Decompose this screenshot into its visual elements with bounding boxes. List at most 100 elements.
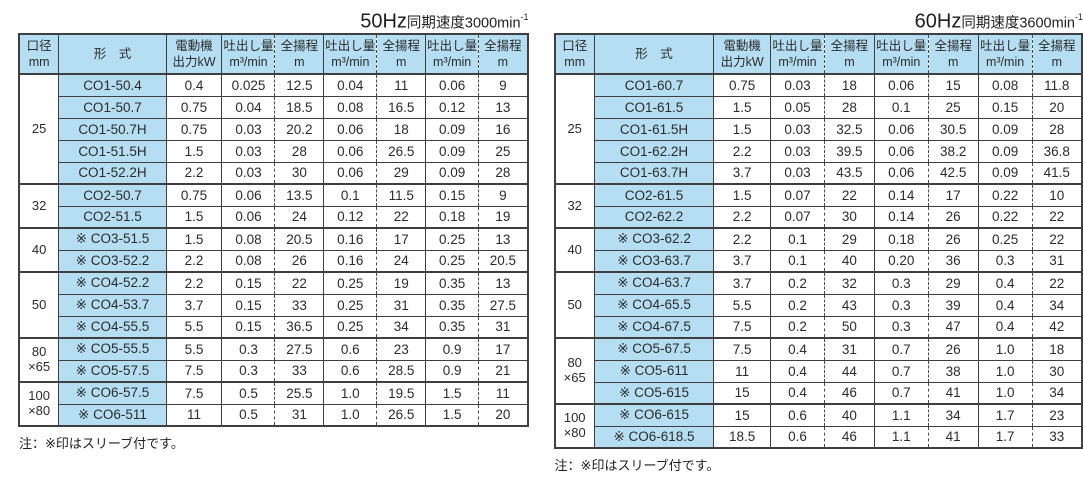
motor-output-cell: 1.5 xyxy=(165,139,223,163)
table-row: 50 ※ CO4-63.7 3.7 0.2 32 0.3 29 0.4 22 xyxy=(554,271,1083,339)
table-note-50hz: 注：※印はスリーブ付です。 xyxy=(19,436,184,451)
motor-output-cell: 1.5 xyxy=(165,205,223,229)
discharge-cell: 0.3 xyxy=(873,315,929,339)
table-row: CO1-61.5H 1.5 0.03 32.5 0.06 30.5 0.09 28 xyxy=(555,117,1083,141)
table-row: ※ CO5-57.5 7.5 0.3 33 0.6 28.5 0.9 21 xyxy=(19,359,529,383)
table-row: 100 ×80 ※ CO6-615 15 0.6 40 1.1 34 1.7 23 xyxy=(554,403,1083,449)
head-cell: 34 xyxy=(376,315,427,339)
head-cell: 43.5 xyxy=(823,161,875,185)
discharge-cell: 0.1 xyxy=(873,95,929,119)
discharge-cell: 0.15 xyxy=(977,95,1033,119)
head-cell: 22 xyxy=(376,205,427,229)
col-header-head: 全揚程 m xyxy=(1031,33,1083,75)
head-cell: 15 xyxy=(927,73,979,97)
model-cell: ※ CO3-63.7 xyxy=(593,249,715,273)
table-row: 50 ※ CO4-52.2 2.2 0.15 22 0.25 19 0.35 13 xyxy=(18,271,529,339)
head-cell: 18 xyxy=(823,73,875,97)
discharge-cell: 1.1 xyxy=(873,425,929,449)
discharge-cell: 0.1 xyxy=(770,227,825,251)
model-cell: CO2-51.5 xyxy=(58,205,167,229)
head-cell: 28 xyxy=(1031,117,1083,141)
discharge-cell: 0.04 xyxy=(323,73,377,97)
motor-output-cell: 15 xyxy=(713,381,772,405)
head-cell: 26.5 xyxy=(376,403,427,427)
head-cell: 42.5 xyxy=(927,161,979,185)
discharge-cell: 0.06 xyxy=(425,73,479,97)
bore-size-cell: 50 xyxy=(554,271,595,339)
title-frequency: 60Hz xyxy=(914,10,962,33)
page: 50Hz同期速度3000min-1 口径 mm 形 式 電動機 出力kW 吐出し量 m… xyxy=(18,5,1083,473)
head-cell: 41 xyxy=(927,381,979,405)
head-cell: 11 xyxy=(376,73,427,97)
table-row: ※ CO5-615 15 0.4 46 0.7 41 1.0 34 xyxy=(555,381,1083,405)
model-cell: CO2-61.5 xyxy=(593,183,715,207)
model-cell: CO1-63.7H xyxy=(593,161,715,185)
col-header-discharge: 吐出し量 m³/min xyxy=(770,33,825,75)
head-cell: 31 xyxy=(1031,249,1083,273)
head-cell: 38 xyxy=(927,359,979,383)
head-cell: 23 xyxy=(1031,403,1083,427)
motor-output-cell: 2.2 xyxy=(165,249,223,273)
table-title-50hz: 50Hz同期速度3000min-1 xyxy=(18,5,528,32)
header-row: 口径 mm 形 式 電動機 出力kW 吐出し量 m³/min 全揚程 m 吐出し量 m³/… xyxy=(554,33,1083,75)
discharge-cell: 0.35 xyxy=(425,315,479,339)
head-cell: 18 xyxy=(376,117,427,141)
head-cell: 32.5 xyxy=(823,117,875,141)
head-cell: 18 xyxy=(1031,337,1083,361)
spec-table-60hz: 口径 mm 形 式 電動機 出力kW 吐出し量 m³/min 全揚程 m 吐出し量 m³/… xyxy=(553,33,1083,449)
motor-output-cell: 7.5 xyxy=(165,359,223,383)
discharge-cell: 0.18 xyxy=(425,205,479,229)
model-cell: ※ CO4-53.7 xyxy=(58,293,167,317)
motor-output-cell: 2.2 xyxy=(713,139,772,163)
head-cell: 50 xyxy=(823,315,875,339)
motor-output-cell: 11 xyxy=(713,359,772,383)
table-row: 25 CO1-50.4 0.4 0.025 12.5 0.04 11 0.06 9 xyxy=(18,73,529,185)
discharge-cell: 0.08 xyxy=(221,249,275,273)
head-cell: 40 xyxy=(823,403,875,427)
motor-output-cell: 1.5 xyxy=(165,227,223,251)
discharge-cell: 0.3 xyxy=(977,249,1033,273)
head-cell: 22 xyxy=(1031,271,1083,295)
bore-size-cell: 40 xyxy=(18,227,60,273)
motor-output-cell: 18.5 xyxy=(713,425,772,449)
motor-output-cell: 5.5 xyxy=(165,315,223,339)
discharge-cell: 0.03 xyxy=(770,161,825,185)
table-row: CO2-62.2 2.2 0.07 30 0.14 26 0.22 22 xyxy=(555,205,1083,229)
discharge-cell: 0.03 xyxy=(770,139,825,163)
discharge-cell: 0.4 xyxy=(770,337,825,361)
discharge-cell: 0.5 xyxy=(221,381,275,405)
head-cell: 28.5 xyxy=(376,359,427,383)
head-cell: 31 xyxy=(376,293,427,317)
discharge-cell: 0.2 xyxy=(770,293,825,317)
discharge-cell: 0.4 xyxy=(770,381,825,405)
table-row: ※ CO5-611 11 0.4 44 0.7 38 1.0 30 xyxy=(555,359,1083,383)
table-row: CO1-63.7H 3.7 0.03 43.5 0.06 42.5 0.09 41.5 xyxy=(555,161,1083,185)
motor-output-cell: 5.5 xyxy=(713,293,772,317)
model-cell: CO2-62.2 xyxy=(593,205,715,229)
title-superscript: -1 xyxy=(1074,12,1083,22)
discharge-cell: 0.03 xyxy=(770,117,825,141)
col-header-head: 全揚程 m xyxy=(274,33,325,75)
discharge-cell: 0.03 xyxy=(221,117,275,141)
head-cell: 22 xyxy=(823,183,875,207)
head-cell: 29 xyxy=(823,227,875,251)
table-row: ※ CO4-53.7 3.7 0.15 33 0.25 31 0.35 27.5 xyxy=(19,293,529,317)
col-header-model: 形 式 xyxy=(58,33,167,75)
discharge-cell: 0.06 xyxy=(221,205,275,229)
bore-size-cell: 32 xyxy=(18,183,60,229)
head-cell: 25 xyxy=(927,95,979,119)
discharge-cell: 0.1 xyxy=(770,249,825,273)
discharge-cell: 1.0 xyxy=(977,337,1033,361)
head-cell: 28 xyxy=(823,95,875,119)
discharge-cell: 0.9 xyxy=(425,359,479,383)
model-cell: ※ CO4-67.5 xyxy=(593,315,715,339)
head-cell: 9 xyxy=(478,73,529,97)
head-cell: 20.2 xyxy=(274,117,325,141)
model-cell: ※ CO4-52.2 xyxy=(58,271,167,295)
col-header-bore: 口径 mm xyxy=(554,33,595,75)
discharge-cell: 0.25 xyxy=(323,271,377,295)
discharge-cell: 0.04 xyxy=(221,95,275,119)
discharge-cell: 0.6 xyxy=(770,403,825,427)
discharge-cell: 0.15 xyxy=(221,315,275,339)
col-header-motor-output: 電動機 出力kW xyxy=(165,33,223,75)
